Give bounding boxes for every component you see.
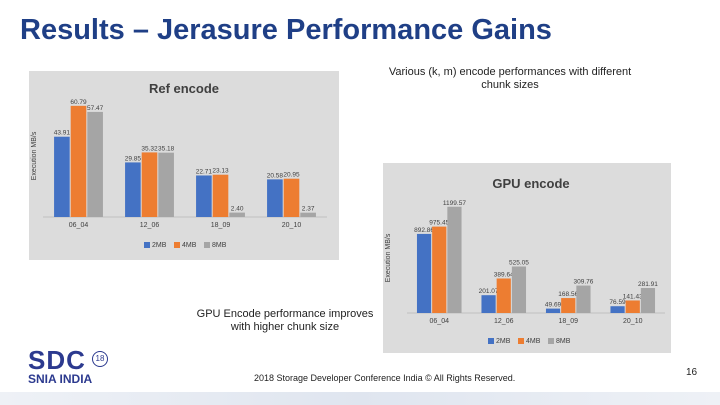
x-tick-label: 06_04 — [430, 318, 450, 325]
data-label: 1199.57 — [443, 200, 466, 207]
data-label: 281.91 — [638, 281, 658, 288]
bar-4MB-20_10 — [283, 178, 300, 217]
data-label: 43.91 — [54, 130, 71, 137]
caption-top: Various (k, m) encode performances with … — [388, 66, 632, 91]
data-label: 57.47 — [87, 105, 104, 112]
x-tick-label: 20_10 — [623, 318, 643, 325]
bar-8MB-20_10 — [300, 212, 316, 217]
data-label: 309.76 — [573, 279, 593, 286]
data-label: 975.45 — [429, 220, 449, 227]
chart-title: GPU encode — [492, 176, 569, 191]
data-label: 389.64 — [494, 271, 514, 278]
data-label: 2.37 — [302, 206, 315, 213]
bar-2MB-18_09 — [545, 308, 561, 313]
copyright-footer: 2018 Storage Developer Conference India … — [254, 373, 516, 383]
bar-8MB-18_09 — [229, 212, 245, 217]
bar-8MB-12_06 — [158, 152, 174, 217]
slide-title: Results – Jerasure Performance Gains — [20, 14, 552, 46]
bar-2MB-12_06 — [481, 295, 496, 313]
data-label: 525.05 — [509, 259, 529, 266]
data-label: 22.71 — [196, 168, 213, 175]
data-label: 49.69 — [545, 302, 562, 309]
legend-label: 2MB — [152, 242, 167, 249]
data-label: 20.95 — [283, 172, 300, 179]
page-number: 16 — [686, 367, 698, 378]
bar-8MB-18_09 — [576, 285, 591, 313]
data-label: 60.79 — [70, 99, 87, 106]
bar-4MB-12_06 — [141, 152, 158, 217]
x-tick-label: 18_09 — [211, 222, 231, 229]
bar-8MB-20_10 — [640, 288, 656, 313]
bar-4MB-18_09 — [561, 298, 576, 313]
data-label: 76.59 — [609, 299, 626, 306]
legend-swatch-4MB — [174, 242, 180, 248]
data-label: 29.85 — [125, 155, 142, 162]
y-axis-label: Execution MB/s — [31, 131, 38, 180]
legend-swatch-2MB — [144, 242, 150, 248]
legend-label: 4MB — [182, 242, 197, 249]
data-label: 2.40 — [231, 206, 244, 213]
bar-2MB-06_04 — [416, 233, 432, 313]
legend-swatch-4MB — [518, 338, 524, 344]
bar-4MB-12_06 — [496, 278, 511, 313]
bar-2MB-18_09 — [196, 175, 212, 217]
data-label: 201.07 — [479, 288, 499, 295]
legend-swatch-8MB — [204, 242, 210, 248]
bar-4MB-20_10 — [625, 300, 640, 313]
legend-swatch-8MB — [548, 338, 554, 344]
legend-label: 8MB — [212, 242, 227, 249]
data-label: 20.58 — [267, 172, 284, 179]
data-label: 23.13 — [212, 168, 229, 175]
bar-8MB-06_04 — [87, 111, 103, 217]
bar-2MB-20_10 — [267, 179, 283, 217]
x-tick-label: 12_06 — [140, 222, 160, 229]
legend-label: 4MB — [526, 338, 541, 345]
logo-subtitle: SNIA INDIA — [28, 372, 93, 386]
decorative-bottom-band — [0, 392, 720, 405]
data-label: 892.86 — [414, 227, 434, 234]
logo-year-badge: 18 — [92, 351, 108, 367]
bar-8MB-12_06 — [511, 266, 527, 313]
bar-4MB-06_04 — [70, 105, 87, 217]
x-tick-label: 12_06 — [494, 318, 514, 325]
chart-title: Ref encode — [149, 81, 219, 96]
data-label: 35.32 — [141, 145, 158, 152]
y-axis-label: Execution MB/s — [385, 233, 392, 282]
sdc-logo: SDC 18 SNIA INDIA — [28, 345, 118, 387]
bar-2MB-06_04 — [54, 136, 70, 217]
bar-4MB-18_09 — [212, 174, 229, 217]
data-label: 168.56 — [558, 291, 578, 298]
x-tick-label: 06_04 — [69, 222, 89, 229]
bar-4MB-06_04 — [432, 226, 447, 313]
x-tick-label: 18_09 — [559, 318, 579, 325]
legend-swatch-2MB — [488, 338, 494, 344]
bar-8MB-06_04 — [447, 206, 462, 313]
legend-label: 8MB — [556, 338, 571, 345]
legend-label: 2MB — [496, 338, 511, 345]
data-label: 141.43 — [623, 293, 643, 300]
caption-bottom: GPU Encode performance improves with hig… — [196, 308, 374, 333]
bar-2MB-20_10 — [610, 306, 625, 313]
x-tick-label: 20_10 — [282, 222, 302, 229]
bar-2MB-12_06 — [125, 162, 141, 217]
logo-main: SDC — [28, 345, 86, 375]
data-label: 35.18 — [158, 146, 175, 153]
